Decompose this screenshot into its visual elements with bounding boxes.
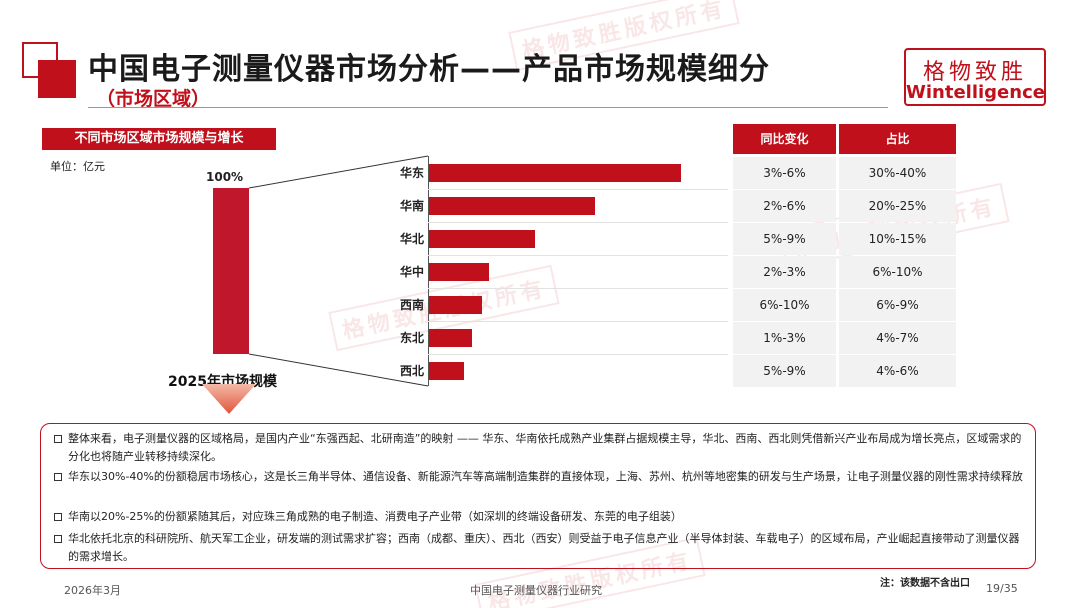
square-bullet-icon (54, 513, 62, 521)
region-label: 西南 (399, 298, 424, 312)
table-cell: 6%-10% (839, 256, 956, 288)
total-market-bar (213, 188, 249, 354)
table-cell: 4%-6% (839, 355, 956, 387)
region-label: 华北 (399, 232, 424, 246)
table-cell: 3%-6% (733, 157, 836, 189)
total-bar-label: 100% (206, 170, 244, 184)
logo-english-text: Wintelligence (906, 82, 1045, 103)
table-header: 同比变化 (733, 124, 836, 154)
table-cell: 4%-7% (839, 322, 956, 354)
notes-panel (40, 423, 1036, 569)
down-arrow-icon (202, 384, 256, 414)
table-header: 占比 (839, 124, 956, 154)
unit-label: 单位：亿元 (50, 160, 105, 173)
decorative-square-fill (38, 60, 76, 98)
footer-data-note: 注：该数据不含出口 (880, 578, 970, 589)
note-item: 整体来看，电子测量仪器的区域格局，是国内产业“东强西起、北研南造”的映射 —— … (54, 430, 1026, 466)
table-cell: 1%-3% (733, 322, 836, 354)
table-cell: 6%-9% (839, 289, 956, 321)
region-label: 东北 (399, 331, 424, 345)
row-gridline (428, 189, 728, 190)
region-bar (429, 329, 472, 347)
square-bullet-icon (54, 473, 62, 481)
note-item: 华东以30%-40%的份额稳居市场核心，这是长三角半导体、通信设备、新能源汽车等… (54, 468, 1026, 486)
logo-chinese-text: 格物致胜 (922, 60, 1027, 85)
region-bar (429, 197, 595, 215)
note-text: 华北依托北京的科研院所、航天军工企业，研发端的测试需求扩容；西南（成都、重庆）、… (68, 532, 1020, 563)
square-bullet-icon (54, 535, 62, 543)
brand-logo: 格物致胜 Wintelligence (904, 48, 1046, 106)
table-cell: 5%-9% (733, 355, 836, 387)
row-gridline (428, 354, 728, 355)
region-bar (429, 164, 681, 182)
table-cell: 30%-40% (839, 157, 956, 189)
note-text: 华东以30%-40%的份额稳居市场核心，这是长三角半导体、通信设备、新能源汽车等… (68, 470, 1023, 483)
region-label: 华南 (399, 199, 424, 213)
region-label: 西北 (399, 364, 424, 378)
page-title: 中国电子测量仪器市场分析——产品市场规模细分 (88, 52, 770, 87)
table-cell: 10%-15% (839, 223, 956, 255)
regional-bar-chart (428, 156, 728, 386)
chart-section-header: 不同市场区域市场规模与增长 (42, 128, 276, 150)
region-label: 华中 (399, 265, 424, 279)
region-bar (429, 296, 482, 314)
note-item: 华北依托北京的科研院所、航天军工企业，研发端的测试需求扩容；西南（成都、重庆）、… (54, 530, 1026, 566)
footer-date: 2026年3月 (64, 584, 121, 597)
row-gridline (428, 321, 728, 322)
note-text: 华南以20%-25%的份额紧随其后，对应珠三角成熟的电子制造、消费电子产业带（如… (68, 510, 682, 523)
region-bar (429, 362, 464, 380)
region-label: 华东 (399, 166, 424, 180)
table-cell: 2%-6% (733, 190, 836, 222)
square-bullet-icon (54, 435, 62, 443)
page-subtitle: （市场区域） (96, 88, 211, 110)
title-divider (88, 107, 888, 108)
row-gridline (428, 255, 728, 256)
region-bar (429, 263, 489, 281)
table-cell: 6%-10% (733, 289, 836, 321)
row-gridline (428, 222, 728, 223)
table-cell: 5%-9% (733, 223, 836, 255)
region-bar (429, 230, 535, 248)
table-cell: 2%-3% (733, 256, 836, 288)
note-text: 整体来看，电子测量仪器的区域格局，是国内产业“东强西起、北研南造”的映射 —— … (68, 432, 1022, 463)
footer-report-title: 中国电子测量仪器行业研究 (470, 584, 602, 597)
table-cell: 20%-25% (839, 190, 956, 222)
row-gridline (428, 288, 728, 289)
page-number: 19/35 (986, 582, 1018, 595)
note-item: 华南以20%-25%的份额紧随其后，对应珠三角成熟的电子制造、消费电子产业带（如… (54, 508, 1026, 526)
